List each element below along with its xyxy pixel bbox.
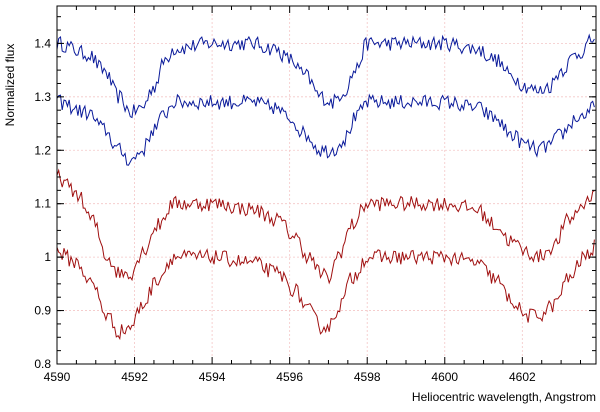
y-axis-label: Normalized flux (3, 44, 17, 127)
ticks (56, 6, 596, 365)
series-line-1 (56, 33, 595, 119)
x-tick-label: 4596 (276, 370, 303, 384)
y-tick-label: 1 (44, 250, 51, 264)
x-tick-label: 4600 (431, 370, 458, 384)
y-tick-label: 1.3 (34, 90, 51, 104)
series-layer (56, 33, 595, 341)
series-line-3 (56, 168, 595, 285)
y-tick-label: 1.4 (34, 36, 51, 50)
x-tick-label: 4592 (121, 370, 148, 384)
x-tick-label: 4594 (199, 370, 226, 384)
x-axis-label: Heliocentric wavelength, Angstrom (412, 390, 596, 404)
series-line-2 (56, 93, 595, 166)
tick-labels: 4590 4592 4594 4596 4598 4600 4602 0.8 0.9 1 1.1 1.… (34, 36, 536, 384)
series-line-4 (56, 239, 595, 341)
y-tick-label: 1.1 (34, 197, 51, 211)
y-tick-label: 1.2 (34, 143, 51, 157)
x-tick-label: 4602 (509, 370, 536, 384)
x-tick-label: 4598 (354, 370, 381, 384)
y-tick-label: 0.9 (34, 304, 51, 318)
y-tick-label: 0.8 (34, 357, 51, 371)
x-tick-label: 4590 (44, 370, 71, 384)
plot-frame (56, 5, 597, 365)
